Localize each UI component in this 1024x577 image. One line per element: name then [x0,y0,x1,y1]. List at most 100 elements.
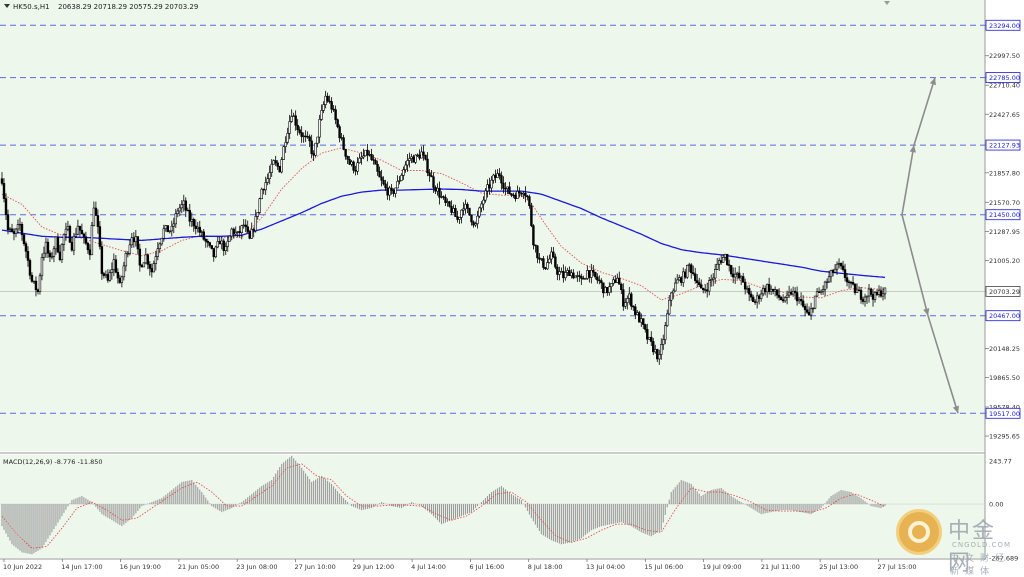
candle[interactable] [572,269,575,280]
candle[interactable] [839,262,843,270]
candle[interactable] [490,176,493,193]
candle[interactable] [326,92,329,103]
candle[interactable] [110,262,114,280]
candle[interactable] [296,119,299,136]
candle[interactable] [298,126,301,135]
candle[interactable] [468,207,471,216]
candle[interactable] [799,292,803,306]
candle[interactable] [16,219,20,234]
candle[interactable] [711,273,715,287]
candle[interactable] [154,250,158,271]
candle[interactable] [0,172,4,186]
candle[interactable] [308,134,311,148]
candle[interactable] [138,243,142,272]
candle[interactable] [672,288,675,300]
candle[interactable] [120,275,124,288]
candle[interactable] [466,202,469,213]
candle[interactable] [823,280,827,297]
candle[interactable] [116,268,120,284]
candle[interactable] [676,274,679,284]
candle[interactable] [458,216,461,225]
candle[interactable] [686,264,689,279]
candle[interactable] [388,185,391,201]
candle[interactable] [580,273,583,285]
candle[interactable] [432,172,435,193]
candle[interactable] [282,145,285,160]
candle[interactable] [644,323,647,333]
candle[interactable] [558,266,561,281]
candle[interactable] [620,282,623,295]
candle[interactable] [869,287,873,298]
candle[interactable] [166,225,170,233]
candle[interactable] [360,151,363,165]
candle[interactable] [474,221,477,227]
candle[interactable] [873,290,877,303]
candle[interactable] [865,295,869,304]
candle[interactable] [142,262,146,268]
candle[interactable] [424,154,427,161]
candle[interactable] [476,210,479,229]
candle[interactable] [366,144,369,162]
candle[interactable] [356,157,359,175]
candle[interactable] [22,233,26,246]
candle[interactable] [785,290,789,305]
candle[interactable] [358,153,361,164]
projection-arrow[interactable] [901,214,929,316]
candle[interactable] [10,223,14,233]
candle[interactable] [646,323,649,345]
candle[interactable] [210,245,213,250]
candle[interactable] [364,149,367,157]
candle[interactable] [124,250,128,272]
candle[interactable] [881,287,885,301]
candle[interactable] [793,287,797,300]
candle[interactable] [702,287,705,294]
candle[interactable] [596,273,599,284]
candle[interactable] [484,187,487,203]
candle[interactable] [815,287,819,298]
candle[interactable] [608,282,611,296]
candle[interactable] [656,348,659,363]
candle[interactable] [709,274,713,287]
candle[interactable] [20,221,24,241]
candle[interactable] [727,259,731,272]
candle[interactable] [394,187,397,198]
candle[interactable] [500,171,503,190]
candle[interactable] [80,223,84,235]
candle[interactable] [68,224,72,243]
candle[interactable] [278,165,281,173]
candle[interactable] [352,160,355,174]
candle[interactable] [841,260,845,272]
candle[interactable] [276,160,279,170]
candle[interactable] [406,154,409,172]
candle[interactable] [592,265,595,277]
candle[interactable] [232,227,235,239]
candle[interactable] [400,173,403,182]
candle[interactable] [442,195,445,200]
candle[interactable] [737,265,741,280]
candle[interactable] [747,284,751,302]
candle[interactable] [128,239,132,256]
candle[interactable] [26,246,30,267]
candle[interactable] [508,181,511,195]
candle[interactable] [767,277,771,295]
candle[interactable] [478,206,481,219]
candle[interactable] [448,200,451,208]
candle[interactable] [294,110,297,131]
candle[interactable] [600,278,603,289]
candle[interactable] [460,209,463,224]
candle[interactable] [775,289,779,299]
candle[interactable] [208,241,211,248]
candle[interactable] [378,166,381,178]
candle[interactable] [692,265,695,276]
projection-arrow[interactable] [913,77,936,146]
candle[interactable] [234,226,237,236]
candle[interactable] [454,204,457,217]
candle[interactable] [334,105,337,125]
candle[interactable] [833,264,837,273]
candle[interactable] [536,245,539,264]
candle[interactable] [314,142,317,157]
candle[interactable] [322,101,325,114]
candle[interactable] [86,241,90,254]
candle[interactable] [749,290,753,301]
